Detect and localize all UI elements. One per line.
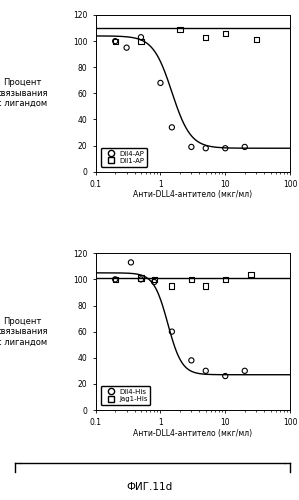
Point [203,367,208,375]
Point [178,26,182,34]
Point [203,144,208,152]
Point [113,276,118,283]
Point [124,44,129,52]
Point [113,37,118,45]
Point [223,144,228,152]
Point [242,143,247,151]
Point [189,276,194,283]
Point [170,328,174,336]
Point [170,124,174,132]
Point [113,37,118,45]
Text: Процент
связывания
с лигандом: Процент связывания с лигандом [0,316,48,346]
Point [242,367,247,375]
Legend: Dll4-AP, Dll1-AP: Dll4-AP, Dll1-AP [101,148,147,167]
Legend: Dll4-His, Jag1-His: Dll4-His, Jag1-His [101,386,150,405]
Point [152,278,157,286]
Point [254,36,259,44]
Text: Процент
связывания
с лигандом: Процент связывания с лигандом [0,78,48,108]
Point [138,276,143,283]
X-axis label: Анти-DLL4-антитело (мкг/мл): Анти-DLL4-антитело (мкг/мл) [133,428,252,438]
Point [203,282,208,290]
Point [113,276,118,283]
Point [223,276,228,283]
Point [189,356,194,364]
Point [138,274,143,282]
Point [203,33,208,41]
Point [138,37,143,45]
Point [249,270,254,278]
Point [158,79,163,87]
Point [223,30,228,38]
Point [189,143,194,151]
Point [129,258,133,266]
Point [152,276,157,283]
Point [223,372,228,380]
X-axis label: Анти-DLL4-антитело (мкг/мл): Анти-DLL4-антитело (мкг/мл) [133,190,252,200]
Point [170,282,174,290]
Text: ФИГ.11d: ФИГ.11d [126,482,173,492]
Point [138,33,143,41]
